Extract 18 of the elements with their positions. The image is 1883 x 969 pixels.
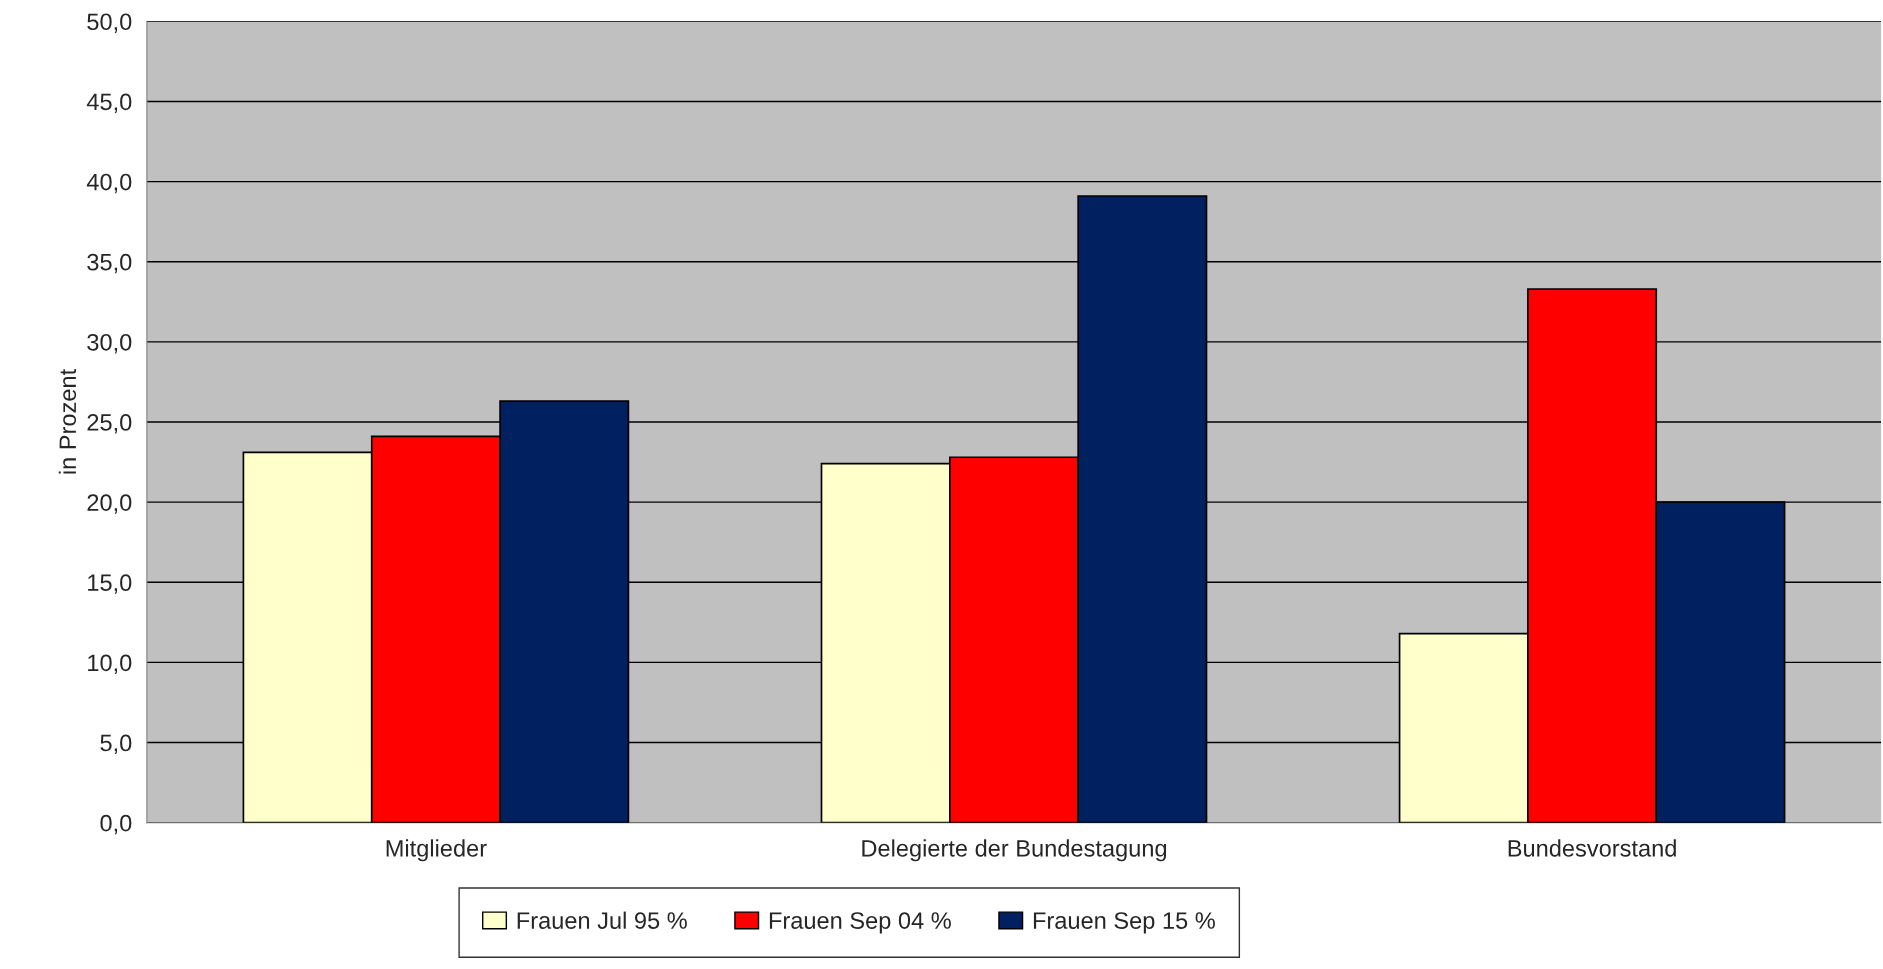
y-tick-label: 15,0 bbox=[88, 574, 132, 594]
y-tick-label: 40,0 bbox=[86, 173, 132, 194]
legend-label: Frauen Sep 04 % bbox=[769, 912, 951, 934]
y-tick-label: 35,0 bbox=[87, 253, 132, 274]
legend-label: Frauen Sep 15 % bbox=[1033, 912, 1215, 934]
y-tick-label: 25,0 bbox=[87, 414, 132, 434]
y-tick-label: 30,0 bbox=[87, 333, 132, 354]
y-tick-label: 50,0 bbox=[87, 13, 132, 33]
y-tick-label: 0,0 bbox=[100, 814, 132, 835]
x-tick-label: Bundesvorstand bbox=[1508, 839, 1676, 857]
x-tick-label: Delegierte der Bundestagung bbox=[862, 839, 1167, 862]
y-axis-title: in Prozent bbox=[58, 369, 77, 474]
x-tick-label: Mitglieder bbox=[386, 839, 487, 862]
y-tick-label: 5,0 bbox=[100, 734, 132, 755]
y-tick-label: 45,0 bbox=[86, 93, 132, 114]
y-tick-label: 20,0 bbox=[87, 494, 132, 514]
legend-label: Frauen Jul 95 % bbox=[517, 911, 687, 929]
y-tick-label: 10,0 bbox=[88, 654, 132, 674]
